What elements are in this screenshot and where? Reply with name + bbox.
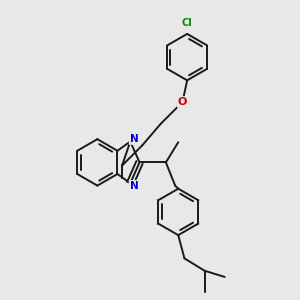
Text: O: O: [178, 97, 187, 107]
Text: N: N: [130, 134, 138, 144]
Text: N: N: [130, 181, 138, 191]
Text: Cl: Cl: [182, 18, 193, 28]
